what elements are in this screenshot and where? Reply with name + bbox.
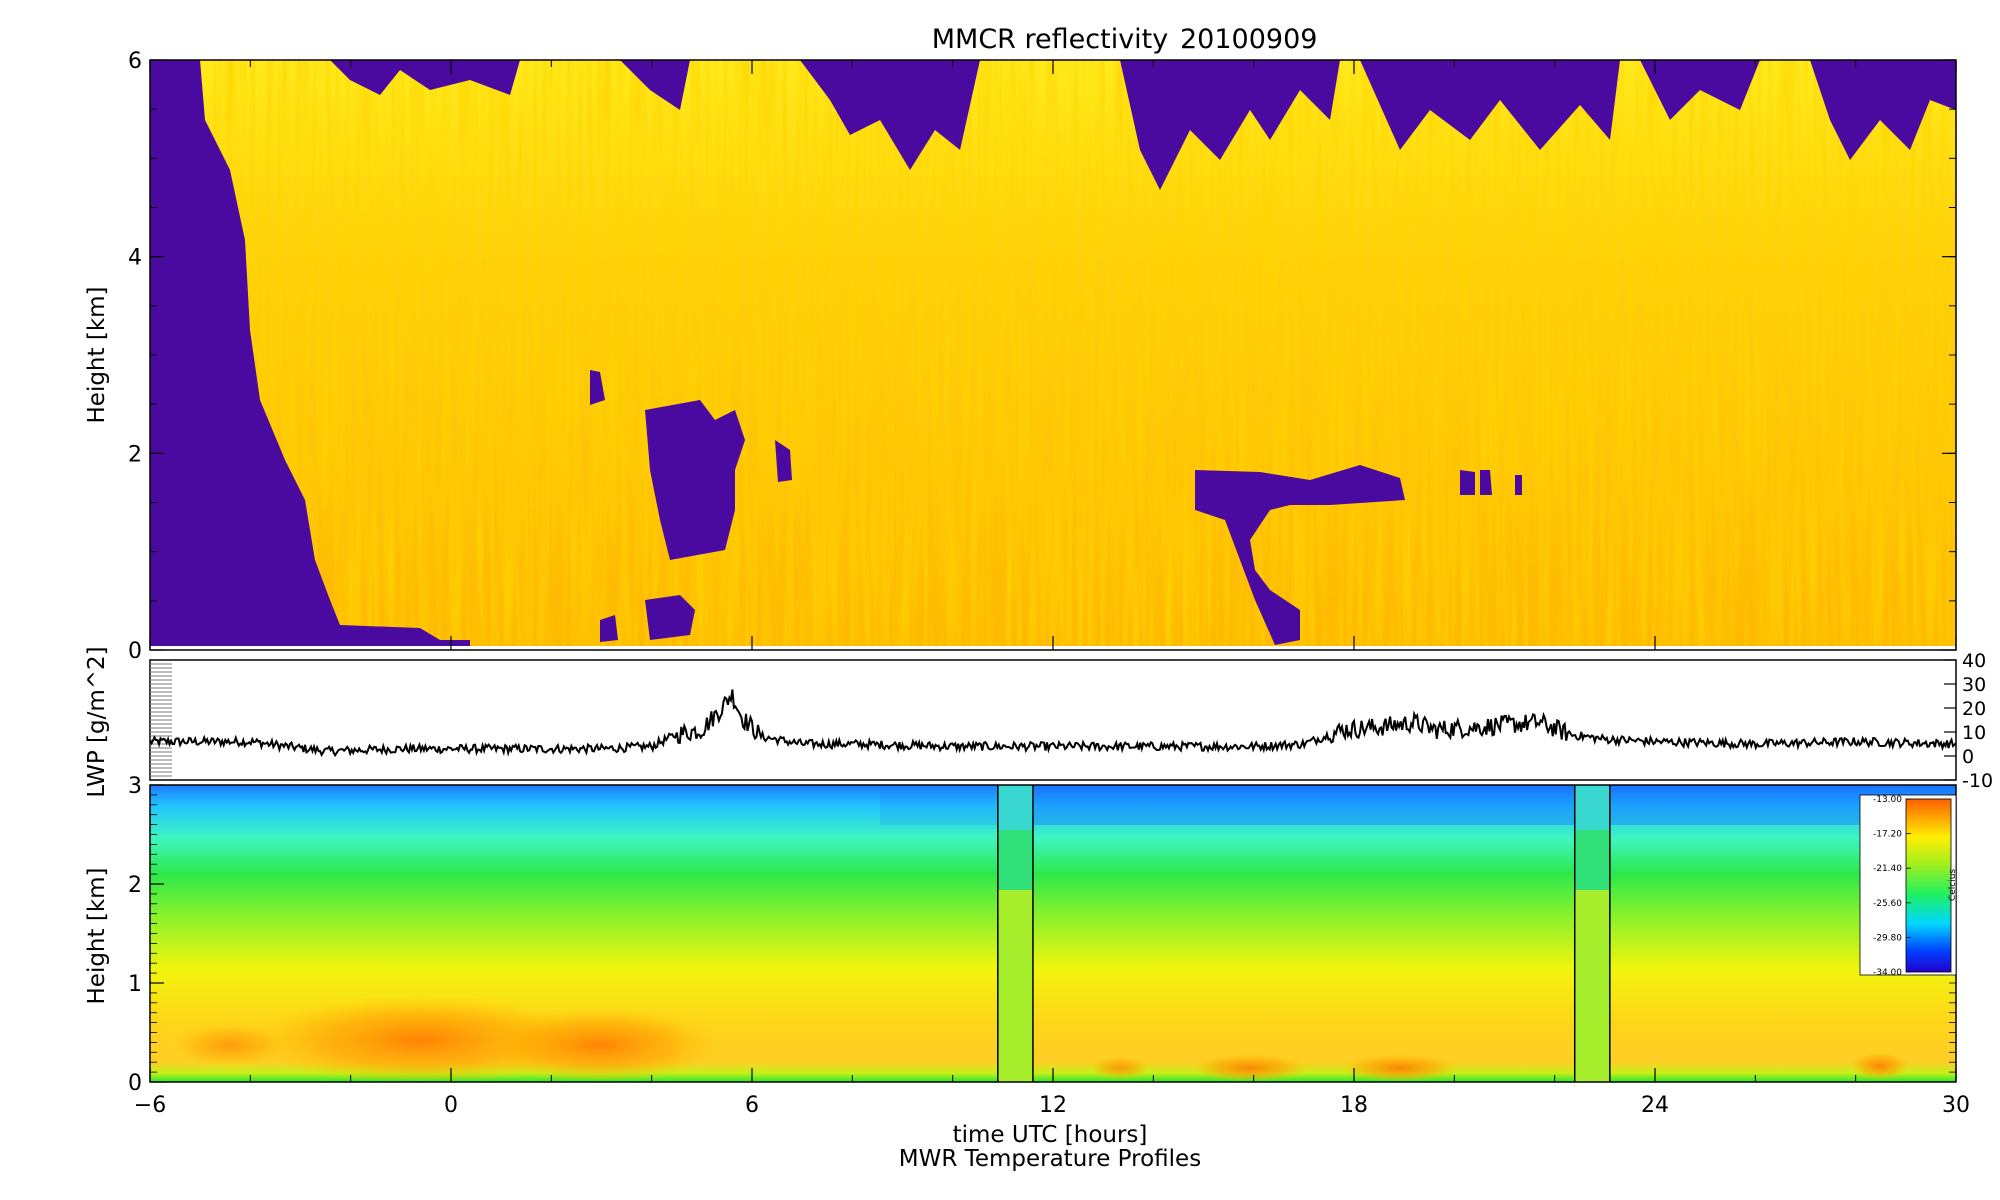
x-tick-label: 6 — [745, 1093, 759, 1118]
lwp-y-tick-label: 30 — [1962, 674, 1986, 696]
colorbar-unit: Celcius — [1948, 869, 1958, 901]
temperature-y-tick-label: 3 — [128, 774, 142, 799]
no-echo-strip-top — [330, 60, 1956, 190]
x-tick-label: 30 — [1942, 1093, 1970, 1118]
data-gap-band-mid — [1574, 830, 1610, 890]
data-gap-band-top — [1574, 785, 1610, 830]
lwp-frame — [149, 659, 1957, 781]
x-tick-label: 12 — [1039, 1093, 1067, 1118]
x-tick-label: 18 — [1340, 1093, 1368, 1118]
time-x-ticks: −6 0 6 12 18 24 30 — [134, 60, 1970, 1118]
no-echo-region-left — [150, 60, 470, 650]
lwp-y-tick-label: 10 — [1962, 722, 1986, 744]
data-gap-band-top — [997, 785, 1033, 830]
colorbar-tick-label: -21.40 — [1873, 864, 1902, 874]
x-tick-label: 24 — [1641, 1093, 1669, 1118]
lwp-y-label: LWP [g/m^2] — [84, 646, 110, 797]
lwp-series-line — [149, 689, 1957, 758]
reflectivity-panel: MMCR reflectivity 20100909 0 2 4 6 Height [… — [84, 24, 1957, 664]
colorbar-tick-label: -29.80 — [1873, 933, 1902, 943]
no-echo-layer-right — [1195, 465, 1405, 645]
reflectivity-y-ticks: 0 2 4 6 — [128, 49, 1956, 664]
temperature-title: MWR Temperature Profiles — [899, 1146, 1201, 1172]
colorbar-tick-label: -25.60 — [1873, 899, 1902, 909]
lwp-y-tick-label: 20 — [1962, 698, 1986, 720]
lwp-y-tick-label: 40 — [1962, 650, 1986, 672]
lwp-y-tick-label: 0 — [1962, 746, 1974, 768]
temperature-y-tick-label: 2 — [128, 873, 142, 898]
x-tick-label: 0 — [444, 1093, 458, 1118]
no-echo-low — [600, 595, 695, 642]
x-tick-label: −6 — [134, 1093, 166, 1118]
reflectivity-heatmap — [150, 60, 1956, 650]
no-echo-blobs-right — [1460, 470, 1522, 495]
colorbar-ramp — [1905, 798, 1952, 973]
reflectivity-date: 20100909 — [1180, 24, 1317, 55]
temperature-y-tick-label: 1 — [128, 972, 142, 997]
reflectivity-y-tick-label: 4 — [128, 246, 142, 271]
data-gap-band-mid — [997, 830, 1033, 890]
colorbar: -13.00 -17.20 -21.40 -25.60 -29.80 -34.00 Cel… — [1859, 794, 1958, 978]
no-echo-region-mid — [645, 400, 745, 560]
colorbar-tick-label: -34.00 — [1873, 968, 1902, 978]
reflectivity-y-tick-label: 2 — [128, 442, 142, 467]
lwp-y-tick-label: -10 — [1962, 770, 1993, 792]
colorbar-tick-label: -17.20 — [1873, 830, 1902, 840]
reflectivity-y-label: Height [km] — [84, 286, 110, 423]
temperature-y-tick-label: 0 — [128, 1071, 142, 1096]
x-axis-label: time UTC [hours] — [953, 1122, 1148, 1148]
reflectivity-title: MMCR reflectivity — [932, 24, 1169, 55]
reflectivity-y-tick-label: 0 — [128, 639, 142, 664]
colorbar-tick-label: -13.00 — [1873, 795, 1902, 805]
temperature-y-label: Height [km] — [84, 867, 110, 1004]
reflectivity-y-tick-label: 6 — [128, 49, 142, 74]
temperature-heatmap — [150, 785, 1956, 1082]
